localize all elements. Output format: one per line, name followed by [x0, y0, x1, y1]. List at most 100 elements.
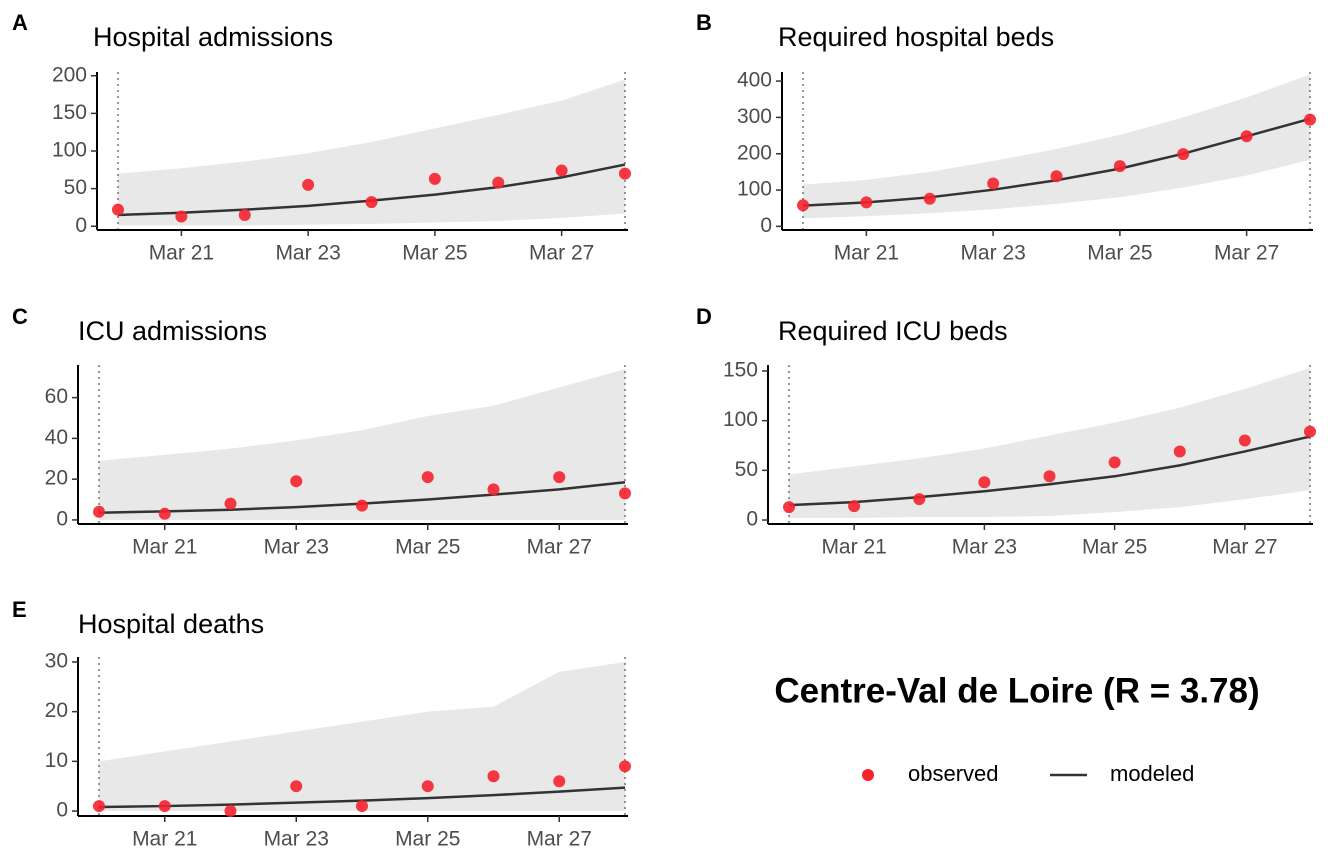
panel-label: A [12, 10, 28, 35]
observed-point [492, 176, 505, 189]
x-tick-label: Mar 23 [275, 242, 340, 265]
uncertainty-band [118, 79, 625, 226]
observed-point [158, 507, 171, 520]
uncertainty-band [803, 74, 1310, 219]
panel-title: Required hospital beds [778, 22, 1054, 52]
panel: E Hospital deaths 0 10 20 30 Mar 21 Mar 23 Mar 2… [12, 597, 631, 851]
panel-label: C [12, 304, 28, 329]
y-tick-label: 50 [64, 176, 87, 199]
panel: C ICU admissions 0 20 40 60 Mar 21 Mar 23 Mar 25… [12, 304, 631, 559]
x-tick-label: Mar 23 [952, 536, 1017, 559]
uncertainty-band [789, 367, 1310, 519]
observed-point [553, 775, 566, 788]
figure-title: Centre-Val de Loire (R = 3.78) [774, 671, 1259, 710]
observed-point [238, 208, 251, 221]
observed-point [1304, 425, 1316, 438]
y-tick-label: 200 [737, 141, 772, 164]
observed-point [797, 199, 809, 212]
observed-point [421, 471, 434, 484]
observed-point [619, 167, 631, 180]
observed-point [175, 210, 188, 223]
y-tick-label: 400 [737, 69, 772, 92]
y-tick-label: 200 [52, 63, 87, 86]
y-tick-label: 100 [737, 178, 772, 201]
panel-label: D [696, 304, 712, 329]
observed-point [365, 196, 378, 209]
uncertainty-band [99, 369, 625, 520]
observed-point [93, 505, 105, 518]
panel: D Required ICU beds 0 50 100 150 Mar 21 Mar 23 M… [696, 304, 1316, 559]
observed-point [923, 192, 936, 205]
y-tick-label: 30 [45, 650, 68, 673]
y-tick-label: 150 [723, 359, 758, 382]
y-tick-label: 150 [52, 101, 87, 124]
observed-point [1043, 470, 1056, 483]
modeled-line [788, 435, 1311, 507]
x-tick-label: Mar 27 [527, 536, 592, 559]
y-tick-label: 100 [52, 139, 87, 162]
x-tick-label: Mar 25 [395, 536, 460, 559]
observed-point [93, 800, 105, 813]
x-tick-label: Mar 27 [527, 828, 592, 851]
observed-point [553, 471, 566, 484]
x-tick-label: Mar 21 [149, 242, 214, 265]
observed-point [290, 780, 303, 793]
legend-label: modeled [1110, 761, 1194, 786]
panel: A Hospital admissions 0 50 100 150 200 Mar 21 Ma… [12, 10, 631, 265]
x-tick-label: Mar 21 [132, 536, 197, 559]
observed-point [421, 780, 434, 793]
x-tick-label: Mar 21 [132, 828, 197, 851]
panel-label: E [12, 597, 27, 622]
legend-marker [862, 769, 874, 781]
y-tick-label: 10 [45, 749, 68, 772]
x-tick-label: Mar 23 [264, 536, 329, 559]
y-tick-label: 100 [723, 408, 758, 431]
y-tick-label: 0 [760, 214, 772, 237]
observed-point [987, 177, 1000, 190]
x-tick-label: Mar 23 [264, 828, 329, 851]
uncertainty-band [99, 661, 625, 812]
x-tick-label: Mar 27 [1214, 242, 1279, 265]
y-tick-label: 20 [45, 467, 68, 490]
observed-point [158, 800, 171, 813]
x-tick-label: Mar 23 [960, 242, 1025, 265]
observed-point [112, 203, 124, 216]
observed-point [224, 805, 237, 818]
x-tick-label: Mar 25 [1082, 536, 1147, 559]
observed-point [356, 800, 368, 813]
observed-point [555, 164, 568, 177]
observed-point [619, 487, 631, 500]
x-tick-label: Mar 21 [834, 242, 899, 265]
observed-point [978, 476, 991, 489]
observed-point [619, 760, 631, 773]
y-tick-label: 0 [746, 508, 758, 531]
observed-point [356, 499, 368, 512]
observed-point [1177, 148, 1190, 161]
observed-point [302, 178, 315, 191]
observed-point [1113, 160, 1126, 173]
observed-point [487, 483, 500, 496]
x-tick-label: Mar 25 [402, 242, 467, 265]
y-tick-label: 20 [45, 699, 68, 722]
observed-point [1050, 170, 1063, 183]
observed-point [860, 196, 873, 209]
y-tick-label: 40 [45, 426, 68, 449]
y-tick-label: 300 [737, 105, 772, 128]
observed-point [1108, 456, 1121, 469]
observed-point [848, 500, 861, 513]
legend-label: observed [908, 761, 999, 786]
panel: B Required hospital beds 0 100 200 300 400 Mar … [696, 10, 1316, 265]
observed-point [290, 475, 303, 488]
y-tick-label: 60 [45, 385, 68, 408]
x-tick-label: Mar 25 [395, 828, 460, 851]
y-tick-label: 0 [56, 507, 68, 530]
panel-title: Hospital deaths [78, 609, 264, 639]
x-tick-label: Mar 25 [1087, 242, 1152, 265]
y-tick-label: 0 [75, 214, 87, 237]
observed-point [783, 501, 795, 514]
observed-point [224, 497, 237, 510]
y-tick-label: 50 [735, 458, 758, 481]
observed-point [1240, 130, 1253, 143]
observed-point [428, 172, 441, 185]
